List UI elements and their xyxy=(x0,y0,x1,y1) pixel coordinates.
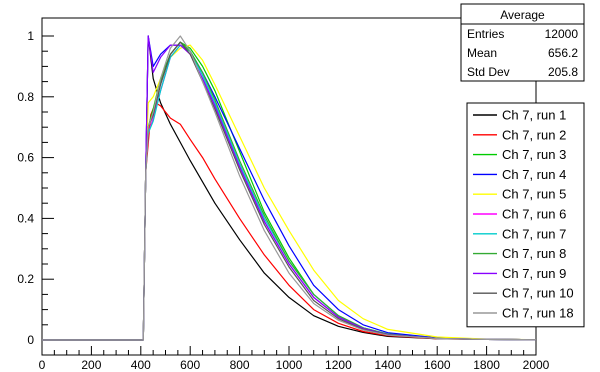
series-line-2 xyxy=(42,102,537,341)
series-line-11 xyxy=(42,35,537,341)
stats-value: 205.8 xyxy=(548,65,578,79)
legend-label: Ch 7, run 6 xyxy=(502,207,566,222)
series-line-10 xyxy=(42,41,537,341)
x-tick-label: 200 xyxy=(81,358,101,372)
legend-label: Ch 7, run 7 xyxy=(502,226,566,241)
stats-label: Entries xyxy=(467,27,504,41)
series-line-4 xyxy=(42,35,537,341)
series-line-6 xyxy=(42,44,537,341)
series-line-7 xyxy=(42,44,537,341)
x-tick-label: 1800 xyxy=(473,358,500,372)
x-tick-label: 1600 xyxy=(424,358,451,372)
legend-label: Ch 7, run 3 xyxy=(502,147,566,162)
series-line-9 xyxy=(42,35,537,341)
x-tick-label: 800 xyxy=(230,358,250,372)
stats-box xyxy=(460,3,585,82)
x-tick-label: 0 xyxy=(39,358,46,372)
series-line-3 xyxy=(42,41,537,341)
legend-label: Ch 7, run 2 xyxy=(502,127,566,142)
x-tick-label: 600 xyxy=(180,358,200,372)
stats-label: Mean xyxy=(467,46,497,60)
x-tick-label: 1200 xyxy=(325,358,352,372)
legend-label: Ch 7, run 8 xyxy=(502,246,566,261)
stats-value: 12000 xyxy=(545,27,579,41)
y-tick-label: 0.8 xyxy=(17,90,34,104)
stats-label: Std Dev xyxy=(467,65,510,79)
y-tick-label: 0 xyxy=(27,333,34,347)
legend-label: Ch 7, run 5 xyxy=(502,187,566,202)
series-line-5 xyxy=(42,44,537,341)
x-tick-label: 2000 xyxy=(523,358,550,372)
y-tick-label: 0.2 xyxy=(17,272,34,286)
legend-label: Ch 7, run 9 xyxy=(502,266,566,281)
legend-label: Ch 7, run 18 xyxy=(502,306,574,321)
y-tick-label: 0.6 xyxy=(17,151,34,165)
x-tick-label: 400 xyxy=(131,358,151,372)
y-tick-label: 0.4 xyxy=(17,211,34,225)
series-line-8 xyxy=(42,41,537,341)
stats-value: 656.2 xyxy=(548,46,578,60)
legend-label: Ch 7, run 10 xyxy=(502,286,574,301)
x-tick-label: 1400 xyxy=(374,358,401,372)
y-tick-label: 1 xyxy=(27,29,34,43)
legend-label: Ch 7, run 4 xyxy=(502,167,566,182)
legend-label: Ch 7, run 1 xyxy=(502,108,566,123)
stats-title: Average xyxy=(500,8,545,22)
legend-box xyxy=(466,102,585,328)
series-line-1 xyxy=(42,35,537,341)
x-tick-label: 1000 xyxy=(276,358,303,372)
